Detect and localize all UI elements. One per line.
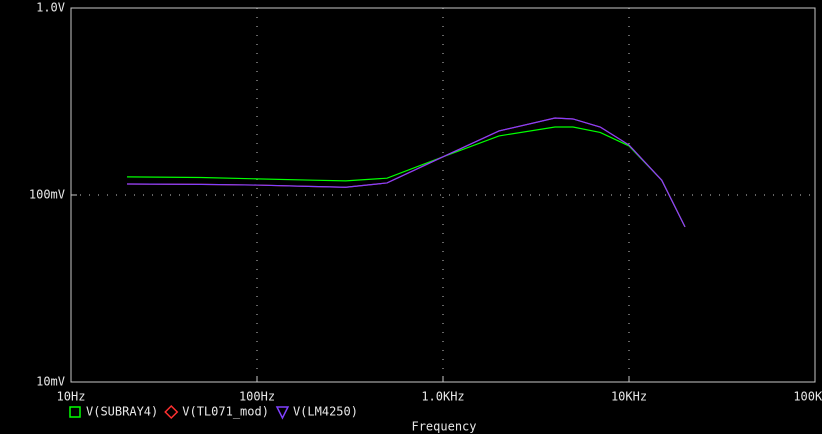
plot-frame — [70, 7, 816, 383]
x-tick-label: 1.0KHz — [421, 390, 464, 404]
x-tick-label: 100KHz — [793, 390, 822, 404]
y-tick-label: 1.0V — [36, 1, 65, 15]
x-tick-label: 10KHz — [611, 390, 647, 404]
x-tick-label: 100Hz — [239, 390, 275, 404]
x-tick-label: 10Hz — [57, 390, 86, 404]
series-line — [126, 126, 686, 228]
y-tick-label: 10mV — [36, 375, 65, 389]
series-line — [126, 117, 686, 228]
legend-label: V(SUBRAY4) — [86, 405, 158, 419]
legend-marker — [69, 406, 81, 418]
legend-label: V(LM4250) — [293, 405, 358, 419]
x-axis-label: Frequency — [411, 420, 476, 434]
legend-label: V(TL071_mod) — [182, 405, 269, 419]
legend-marker — [275, 406, 290, 420]
legend-marker — [164, 404, 179, 420]
series-line — [126, 117, 686, 228]
y-tick-label: 100mV — [29, 188, 65, 202]
